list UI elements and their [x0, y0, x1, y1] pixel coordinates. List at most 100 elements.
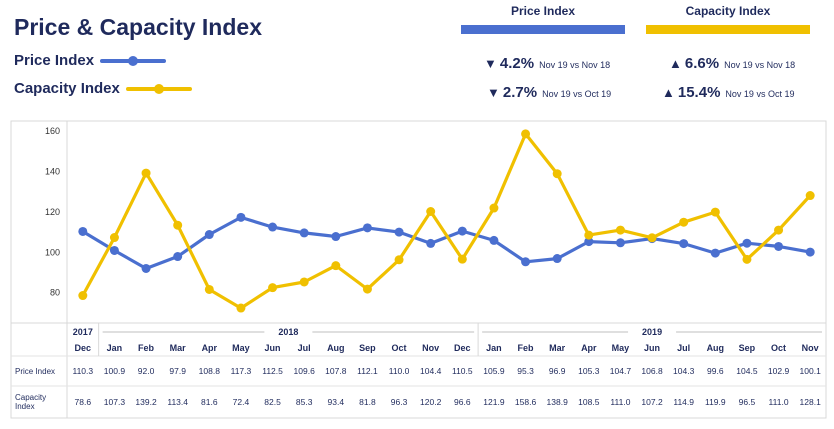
series-point-0 [489, 235, 499, 245]
series-point-0 [78, 226, 88, 236]
series-point-1 [236, 303, 246, 313]
price-value-cell: 105.9 [483, 366, 505, 376]
price-value-cell: 100.9 [104, 366, 126, 376]
series-point-0 [394, 227, 404, 237]
y-tick-label: 120 [45, 207, 60, 217]
series-point-0 [521, 257, 531, 267]
month-label: Oct [771, 343, 786, 353]
capacity-value-cell: 119.9 [705, 397, 726, 407]
page-title: Price & Capacity Index [14, 14, 262, 40]
month-label: Dec [454, 343, 471, 353]
capacity-value-cell: 96.6 [454, 397, 471, 407]
series-point-1 [710, 207, 720, 217]
series-point-0 [679, 239, 689, 249]
series-point-1 [552, 169, 562, 179]
series-point-0 [426, 238, 436, 248]
series-point-0 [552, 254, 562, 264]
capacity-stats-title: Capacity Index [685, 4, 771, 18]
series-point-0 [109, 245, 119, 255]
price-mom-compare: Nov 19 vs Oct 19 [542, 89, 612, 99]
up-arrow-icon: ▲ [669, 56, 682, 71]
month-label: Sep [359, 343, 376, 353]
capacity-stats-bar [646, 25, 810, 34]
series-point-1 [173, 220, 183, 230]
series-point-0 [204, 230, 214, 240]
series-point-0 [331, 232, 341, 242]
price-value-cell: 110.5 [452, 366, 473, 376]
capacity-value-cell: 121.9 [483, 397, 505, 407]
legend-capacity-label: Capacity Index [14, 80, 120, 97]
capacity-value-cell: 93.4 [328, 397, 345, 407]
y-tick-label: 80 [50, 288, 60, 298]
series-point-0 [584, 237, 594, 247]
series-point-1 [268, 283, 278, 293]
capacity-stats-header: Capacity Index [646, 4, 810, 34]
capacity-value-cell: 138.9 [547, 397, 569, 407]
capacity-value-cell: 81.6 [201, 397, 218, 407]
series-point-1 [521, 129, 531, 139]
month-label: Feb [138, 343, 155, 353]
series-point-0 [615, 238, 625, 248]
month-label: Mar [549, 343, 566, 353]
month-label: Apr [581, 343, 597, 353]
month-label: Jul [298, 343, 311, 353]
price-value-cell: 112.5 [262, 366, 283, 376]
price-value-cell: 100.1 [800, 366, 822, 376]
month-label: Jan [486, 343, 502, 353]
capacity-value-cell: 111.0 [610, 397, 630, 407]
month-label: May [612, 343, 630, 353]
series-point-1 [742, 254, 752, 264]
series-point-1 [204, 284, 214, 294]
capacity-value-cell: 111.0 [769, 397, 789, 407]
month-label: Nov [802, 343, 819, 353]
month-label: Sep [739, 343, 756, 353]
month-label: Jan [107, 343, 123, 353]
row-label-price: Price Index [15, 367, 55, 376]
series-point-1 [362, 284, 372, 294]
capacity-value-cell: 158.6 [515, 397, 537, 407]
price-value-cell: 104.7 [610, 366, 632, 376]
price-value-cell: 97.9 [169, 366, 186, 376]
year-label: 2019 [642, 327, 662, 337]
price-stats-header: Price Index [461, 4, 625, 34]
capacity-value-cell: 78.6 [75, 397, 92, 407]
year-label: 2018 [278, 327, 298, 337]
legend-capacity: Capacity Index [14, 80, 192, 97]
series-point-1 [331, 261, 341, 271]
series-point-0 [268, 222, 278, 232]
capacity-value-cell: 120.2 [420, 397, 442, 407]
series-point-0 [236, 212, 246, 222]
legend-price: Price Index [14, 52, 167, 69]
capacity-value-cell: 96.3 [391, 397, 408, 407]
price-value-cell: 96.9 [549, 366, 566, 376]
month-label: Mar [170, 343, 187, 353]
price-value-cell: 110.3 [72, 366, 93, 376]
series-line-0 [81, 215, 812, 271]
series-point-1 [615, 225, 625, 235]
series-point-0 [710, 248, 720, 258]
series-point-1 [679, 217, 689, 227]
series-point-1 [141, 168, 151, 178]
month-label: Oct [392, 343, 407, 353]
month-label: Jun [265, 343, 281, 353]
month-label: Jun [644, 343, 660, 353]
series-point-1 [584, 230, 594, 240]
capacity-value-cell: 96.5 [739, 397, 756, 407]
price-stat-yoy: ▼ 4.2% Nov 19 vs Nov 18 [484, 55, 610, 72]
price-stat-mom: ▼ 2.7% Nov 19 vs Oct 19 [487, 84, 611, 101]
series-point-0 [362, 223, 372, 233]
series-point-1 [805, 191, 815, 201]
series-point-1 [647, 233, 657, 243]
price-stats-bar [461, 25, 625, 34]
price-value-cell: 92.0 [138, 366, 155, 376]
chart-frame [10, 120, 827, 419]
price-value-cell: 104.5 [736, 366, 758, 376]
price-value-cell: 109.6 [294, 366, 316, 376]
price-value-cell: 95.3 [517, 366, 534, 376]
row-label-capacity: Index [15, 402, 35, 411]
capacity-mom-compare: Nov 19 vs Oct 19 [725, 89, 795, 99]
down-arrow-icon: ▼ [484, 56, 497, 71]
capacity-yoy-compare: Nov 19 vs Nov 18 [724, 60, 796, 70]
capacity-value-cell: 107.3 [104, 397, 126, 407]
